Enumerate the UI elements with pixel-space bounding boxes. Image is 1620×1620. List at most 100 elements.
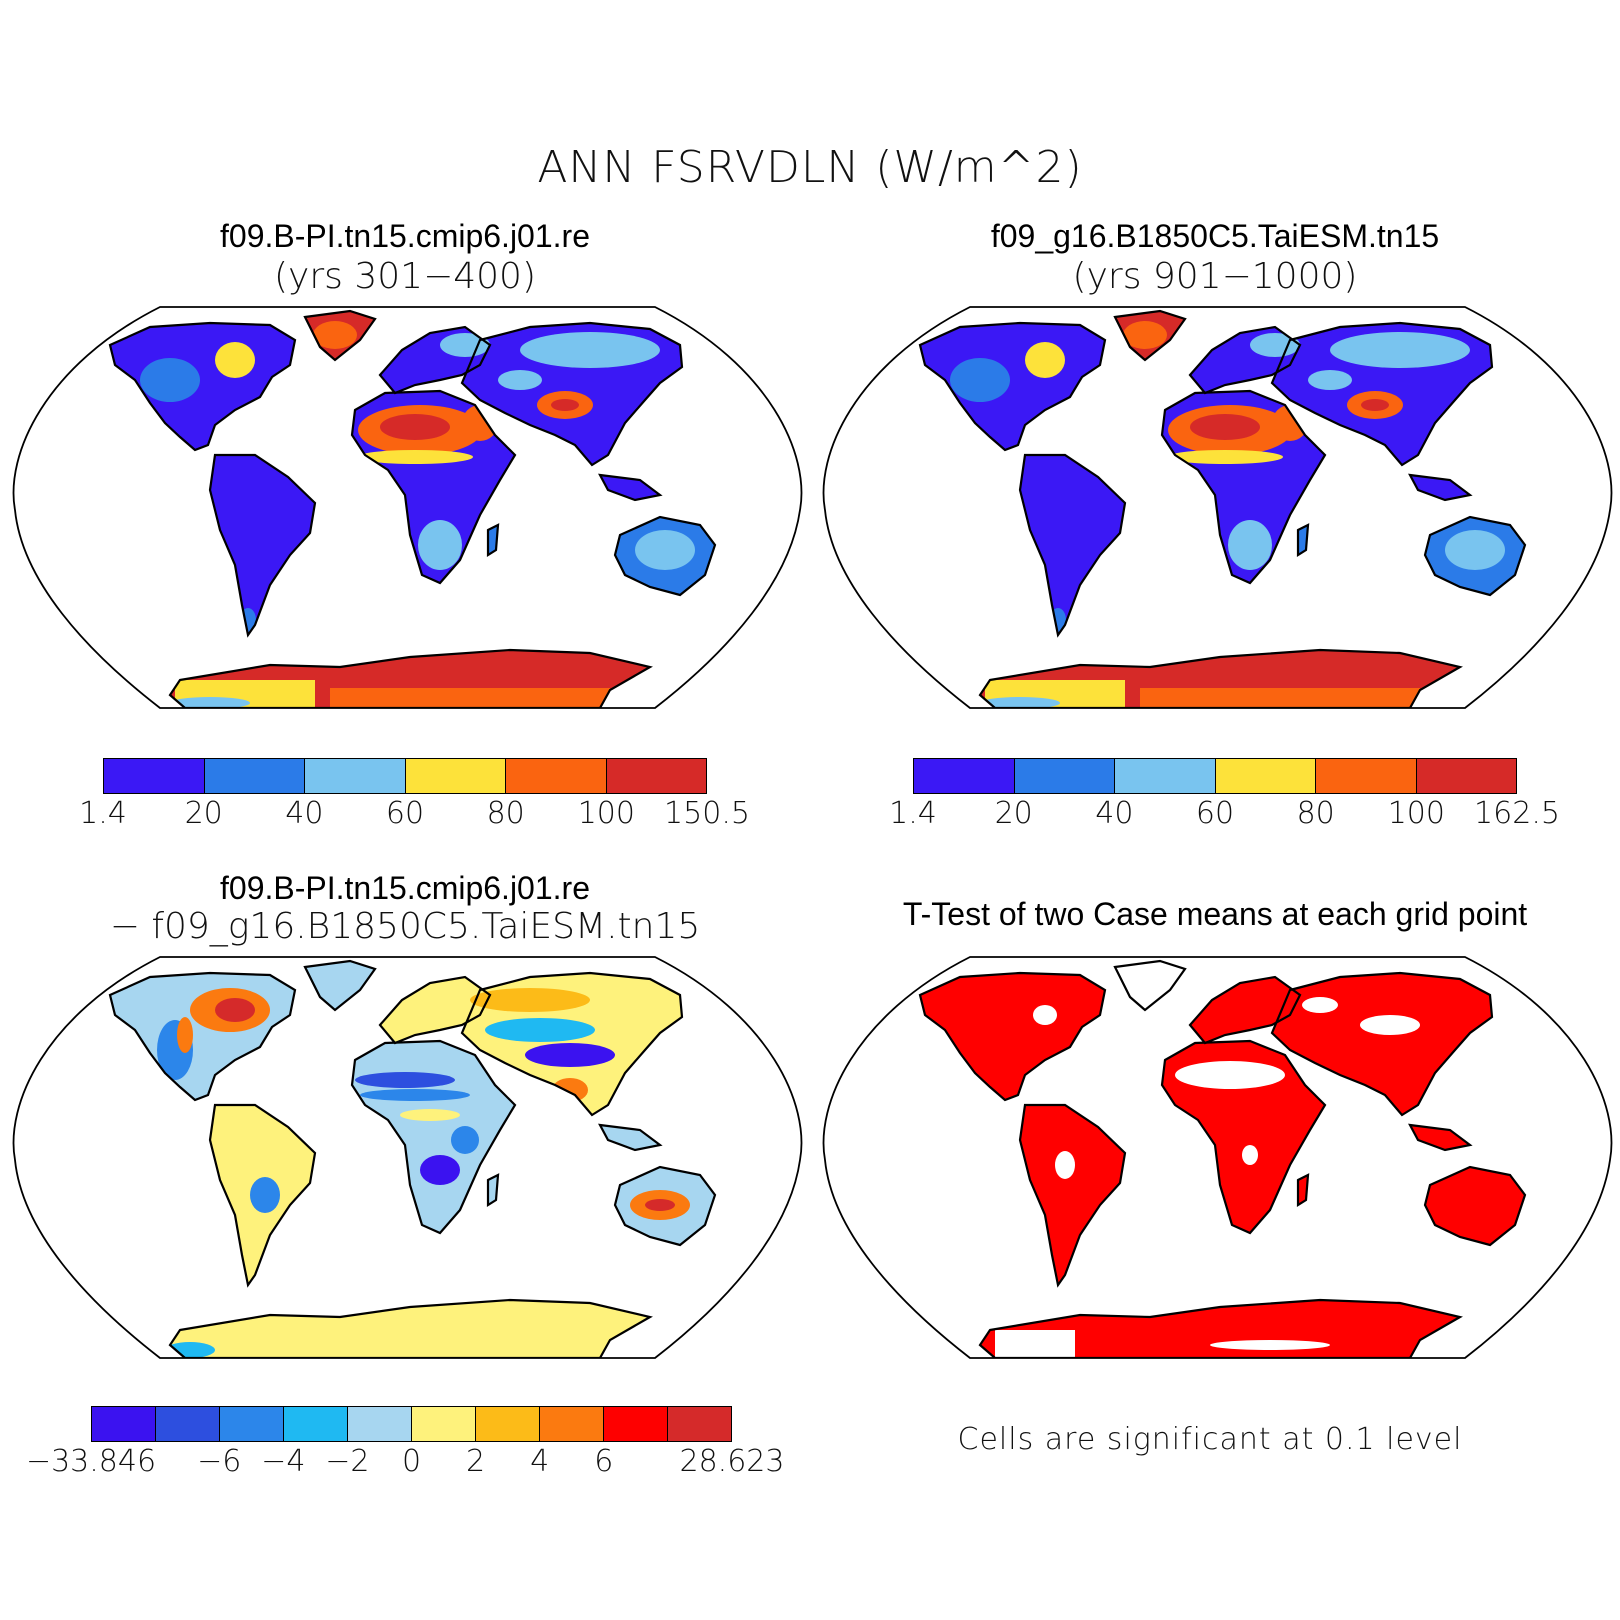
cbar1-swatch-1 xyxy=(204,759,305,793)
coastline-africa xyxy=(350,389,517,585)
cbar3-swatch-4 xyxy=(348,1407,412,1441)
land-samerica xyxy=(210,455,315,635)
ticks3-label-2: −6 xyxy=(197,1444,242,1479)
map-frame xyxy=(822,306,1613,709)
coastline-asia xyxy=(1270,971,1494,1117)
coastline-europe xyxy=(378,975,492,1045)
coastline-australia xyxy=(613,1165,717,1247)
coastline-africa xyxy=(1160,1039,1327,1235)
coastline-asia xyxy=(460,971,684,1117)
panel3-subtitle: − f09_g16.B1850C5.TaiESM.tn15 xyxy=(109,906,701,947)
ticks1-label-0: 1.4 xyxy=(79,796,127,831)
cbar2-swatch-0 xyxy=(914,759,1015,793)
coastline-europe xyxy=(378,325,492,395)
cbar3-swatch-8 xyxy=(604,1407,668,1441)
cbar1-swatch-3 xyxy=(405,759,506,793)
land-antarctica xyxy=(170,1300,650,1358)
coastline-australia xyxy=(1423,515,1527,597)
land-samerica xyxy=(1020,1105,1125,1285)
coastline-indonesia xyxy=(598,1123,663,1152)
coastline-australia xyxy=(613,515,717,597)
coastline-australia xyxy=(1423,1165,1527,1247)
colorbar-difference xyxy=(91,1406,732,1442)
cbar2-swatch-2 xyxy=(1115,759,1216,793)
ticks3-label-10: 28.623 xyxy=(679,1444,785,1479)
colorbar-case2 xyxy=(913,758,1517,794)
land-europe xyxy=(1190,977,1300,1043)
coastline-africa xyxy=(1160,389,1327,585)
field-patches xyxy=(995,997,1420,1358)
cbar1-swatch-5 xyxy=(606,759,706,793)
cbar3-swatch-7 xyxy=(540,1407,604,1441)
cbar2-swatch-3 xyxy=(1215,759,1316,793)
land-indonesia xyxy=(600,475,660,500)
ticks1-label-3: 60 xyxy=(385,796,425,831)
land-australia xyxy=(1425,1167,1525,1245)
land-samerica xyxy=(1020,455,1125,635)
cbar1-swatch-2 xyxy=(305,759,406,793)
land-africa xyxy=(352,1041,515,1233)
coastline-greenland xyxy=(1113,959,1187,1012)
map-frame xyxy=(12,306,803,709)
panel3-title: f09.B-PI.tn15.cmip6.j01.re xyxy=(220,870,590,906)
cbar3-swatch-0 xyxy=(92,1407,156,1441)
coastline-samerica xyxy=(1018,1103,1127,1288)
panel2-years: (yrs 901−1000) xyxy=(1072,256,1358,297)
ticks3-label-4: −2 xyxy=(325,1444,370,1479)
map-difference xyxy=(12,956,803,1359)
coastline-greenland xyxy=(303,959,377,1012)
ticks1-label-5: 100 xyxy=(577,796,635,831)
panel1-title: f09.B-PI.tn15.cmip6.j01.re xyxy=(220,218,590,254)
ticks3-label-0: −33.846 xyxy=(25,1444,157,1479)
coastline-antarctica xyxy=(978,1298,1463,1358)
coastline-indonesia xyxy=(598,473,663,502)
coastline-europe xyxy=(1188,975,1302,1045)
cbar3-swatch-3 xyxy=(284,1407,348,1441)
land-indonesia xyxy=(1410,475,1470,500)
coastline-greenland xyxy=(1113,309,1187,362)
ticks2-label-3: 60 xyxy=(1195,796,1235,831)
ticks2-label-2: 40 xyxy=(1095,796,1134,831)
coastline-antarctica xyxy=(168,648,653,708)
map-case2 xyxy=(822,306,1613,709)
ticks2-label-4: 80 xyxy=(1296,796,1335,831)
colorbar-case1 xyxy=(103,758,707,794)
coastline-asia xyxy=(1270,321,1494,467)
ticks3-label-5: 0 xyxy=(401,1444,422,1479)
coastline-madagascar xyxy=(1296,1173,1310,1207)
map-ttest xyxy=(822,956,1613,1359)
ticks1-label-4: 80 xyxy=(486,796,525,831)
ticks2-label-5: 100 xyxy=(1387,796,1445,831)
land-africa xyxy=(1162,1041,1325,1233)
ticks1-label-1: 20 xyxy=(184,796,223,831)
coastline-namerica xyxy=(918,321,1107,452)
ticks2-label-1: 20 xyxy=(994,796,1033,831)
main-title: ANN FSRVDLN (W/m^2) xyxy=(537,142,1083,193)
ticks2-label-6: 162.5 xyxy=(1474,796,1560,831)
cbar2-swatch-4 xyxy=(1316,759,1417,793)
land-indonesia xyxy=(600,1125,660,1150)
cbar2-swatch-1 xyxy=(1014,759,1115,793)
cbar1-swatch-4 xyxy=(506,759,607,793)
cbar1-swatch-0 xyxy=(104,759,205,793)
coastline-namerica xyxy=(108,971,297,1102)
coastline-madagascar xyxy=(486,523,500,557)
ticks1-label-2: 40 xyxy=(285,796,324,831)
coastline-samerica xyxy=(1018,453,1127,638)
field-patches xyxy=(157,988,690,1358)
ticks1-label-6: 150.5 xyxy=(664,796,750,831)
significance-note: Cells are significant at 0.1 level xyxy=(957,1422,1463,1457)
panel2-title: f09_g16.B1850C5.TaiESM.tn15 xyxy=(990,218,1440,254)
panel1-years: (yrs 301−400) xyxy=(274,256,536,297)
coastline-namerica xyxy=(108,321,297,452)
map-frame xyxy=(822,956,1613,1359)
coastline-namerica xyxy=(918,971,1107,1102)
coastline-indonesia xyxy=(1408,473,1473,502)
ticks3-label-3: −4 xyxy=(261,1444,306,1479)
cbar3-swatch-2 xyxy=(220,1407,284,1441)
cbar3-swatch-9 xyxy=(668,1407,731,1441)
coastline-madagascar xyxy=(486,1173,500,1207)
map-frame xyxy=(12,956,803,1359)
coastline-asia xyxy=(460,321,684,467)
